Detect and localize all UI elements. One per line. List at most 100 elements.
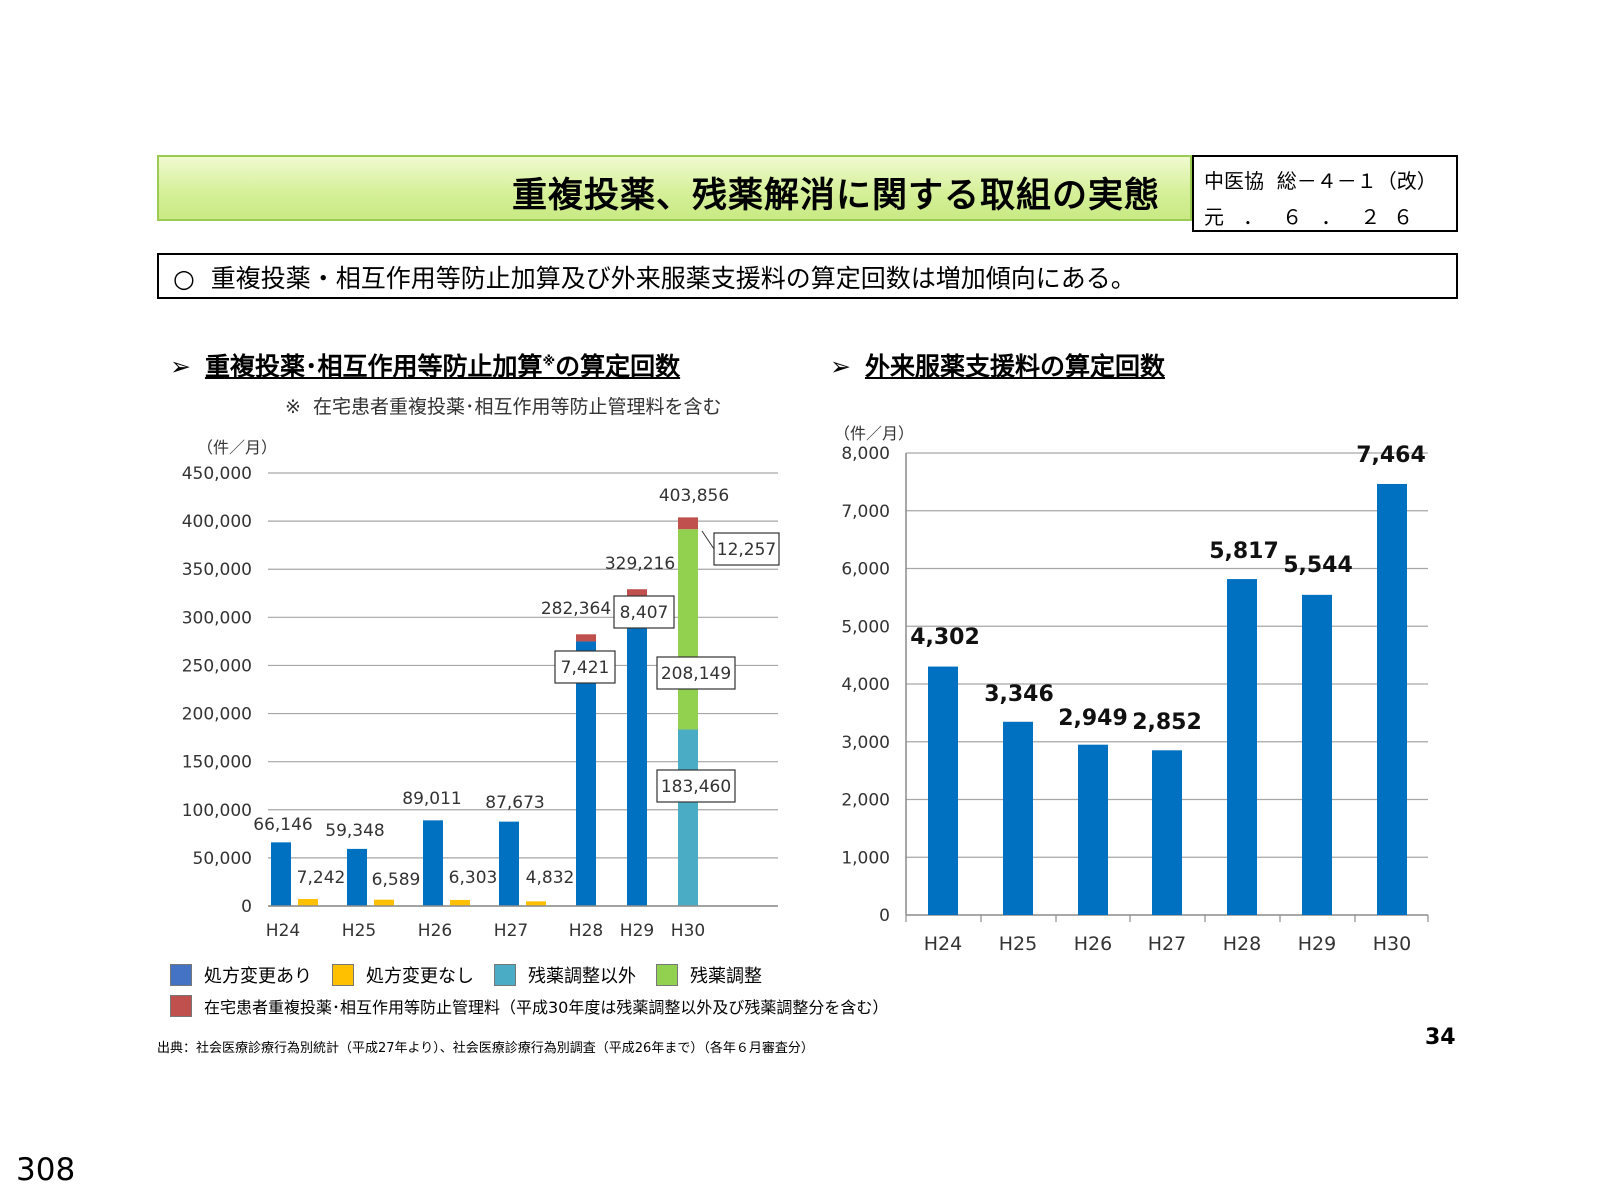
callout-box bbox=[554, 650, 616, 684]
legend-label: 処方変更なし bbox=[366, 966, 474, 987]
data-label: 5,544 bbox=[1283, 553, 1353, 578]
y-tick-label: 200,000 bbox=[182, 705, 252, 725]
y-tick-label: 8,000 bbox=[841, 444, 890, 464]
bar-prescription-unchanged bbox=[298, 899, 318, 906]
y-axis-unit-label: （件／月） bbox=[197, 438, 277, 457]
arrow-right-icon: ➢ bbox=[170, 352, 191, 381]
bar-home-patient-fee bbox=[678, 517, 698, 530]
x-tick-label: H29 bbox=[1298, 933, 1336, 955]
y-tick-label: 3,000 bbox=[841, 733, 890, 753]
legend-label: 残薬調整 bbox=[690, 966, 762, 987]
y-tick-label: 7,000 bbox=[841, 502, 890, 522]
y-tick-label: 50,000 bbox=[193, 849, 252, 869]
legend-item: 残薬調整以外 bbox=[494, 962, 636, 988]
legend-label: 在宅患者重複投薬･相互作用等防止管理料（平成30年度は残薬調整以外及び残薬調整分… bbox=[204, 998, 889, 1017]
x-tick-label: H27 bbox=[1148, 933, 1186, 955]
bar-prescription-changed bbox=[423, 820, 443, 906]
left-heading-mark: ※ bbox=[542, 354, 556, 370]
bar-home-patient-fee bbox=[627, 589, 647, 598]
bar-prescription-changed bbox=[499, 821, 519, 906]
bar-not-leftover-adjust bbox=[678, 729, 698, 906]
y-axis-unit-label: （件／月） bbox=[834, 424, 914, 443]
bar-outpatient-support bbox=[928, 666, 958, 915]
data-label: 2,852 bbox=[1132, 710, 1202, 735]
bar-prescription-unchanged bbox=[526, 901, 546, 906]
left-heading-text: 重複投薬･相互作用等防止加算 bbox=[204, 352, 543, 381]
data-label: 4,302 bbox=[910, 625, 980, 650]
source-note: 出典：社会医療診療行為別統計（平成27年より）、社会医療診療行為別調査（平成26… bbox=[157, 1041, 814, 1056]
meeting-id-line1: 中医協 総－４－１（改） bbox=[1204, 169, 1437, 193]
data-label: 89,011 bbox=[402, 789, 461, 809]
y-tick-label: 100,000 bbox=[182, 801, 252, 821]
total-label: 403,856 bbox=[659, 486, 729, 506]
right-chart-heading: ➢ 外来服薬支援料の算定回数 bbox=[830, 347, 1165, 383]
legend-item: 残薬調整 bbox=[656, 962, 762, 988]
bar-outpatient-support bbox=[1003, 721, 1033, 915]
data-label: 6,303 bbox=[449, 868, 498, 888]
callout-box bbox=[656, 656, 736, 690]
y-tick-label: 300,000 bbox=[182, 608, 252, 628]
x-tick-label: H28 bbox=[1223, 933, 1261, 955]
bar-prescription-changed bbox=[271, 842, 291, 906]
y-tick-label: 150,000 bbox=[182, 753, 252, 773]
total-label: 329,216 bbox=[605, 554, 675, 574]
bar-outpatient-support bbox=[1302, 594, 1332, 915]
y-tick-label: 2,000 bbox=[841, 791, 890, 811]
x-tick-label: H24 bbox=[266, 921, 300, 941]
x-tick-label: H25 bbox=[999, 933, 1037, 955]
bar-prescription-changed bbox=[347, 848, 367, 906]
bar-prescription-unchanged bbox=[374, 899, 394, 906]
legend-item: 処方変更あり bbox=[170, 962, 312, 988]
data-label: 66,146 bbox=[253, 815, 312, 835]
legend-swatch bbox=[332, 964, 354, 986]
title-band: 重複投薬、残薬解消に関する取組の実態 bbox=[157, 155, 1192, 221]
left-chart-note: ※ 在宅患者重複投薬･相互作用等防止管理料を含む bbox=[285, 396, 722, 418]
y-tick-label: 5,000 bbox=[841, 617, 890, 637]
data-label: 7,242 bbox=[297, 868, 346, 888]
callout-leader bbox=[701, 530, 715, 550]
x-tick-label: H30 bbox=[1373, 933, 1411, 955]
legend-swatch bbox=[656, 964, 678, 986]
x-tick-label: H29 bbox=[620, 921, 654, 941]
callout-label: 12,257 bbox=[717, 540, 776, 560]
data-label: 59,348 bbox=[325, 821, 384, 841]
x-tick-label: H30 bbox=[671, 921, 705, 941]
bar-outpatient-support bbox=[1227, 579, 1257, 915]
callout-label: 183,460 bbox=[661, 777, 731, 797]
y-tick-label: 0 bbox=[241, 897, 252, 917]
data-label: 7,464 bbox=[1356, 443, 1426, 468]
summary-box: ○ 重複投薬・相互作用等防止加算及び外来服薬支援料の算定回数は増加傾向にある。 bbox=[157, 253, 1458, 299]
callout-label: 8,407 bbox=[620, 603, 669, 623]
meeting-id-box: 中医協 総－４－１（改） 元 ． ６ ． ２ ６ bbox=[1192, 155, 1458, 232]
legend-label: 残薬調整以外 bbox=[528, 966, 636, 987]
bar-outpatient-support bbox=[1377, 483, 1407, 915]
legend-item: 処方変更なし bbox=[332, 962, 474, 988]
y-tick-label: 6,000 bbox=[841, 560, 890, 580]
arrow-right-icon: ➢ bbox=[830, 352, 851, 381]
meeting-id-line2: 元 ． ６ ． ２ ６ bbox=[1204, 205, 1414, 229]
y-tick-label: 0 bbox=[879, 906, 890, 926]
legend-swatch bbox=[494, 964, 516, 986]
total-label: 282,364 bbox=[541, 599, 611, 619]
left-heading-tail: の算定回数 bbox=[555, 352, 681, 381]
y-tick-label: 450,000 bbox=[182, 464, 252, 484]
page-title: 重複投薬、残薬解消に関する取組の実態 bbox=[511, 176, 1160, 216]
bar-outpatient-support bbox=[1078, 744, 1108, 915]
data-label: 3,346 bbox=[984, 682, 1054, 707]
callout-box bbox=[656, 769, 736, 803]
x-tick-label: H28 bbox=[569, 921, 603, 941]
callout-box bbox=[713, 532, 780, 566]
data-label: 2,949 bbox=[1058, 706, 1128, 731]
callout-label: 7,421 bbox=[561, 658, 610, 678]
right-heading-text: 外来服薬支援料の算定回数 bbox=[864, 352, 1165, 381]
y-tick-label: 350,000 bbox=[182, 560, 252, 580]
x-tick-label: H26 bbox=[418, 921, 452, 941]
callout-box bbox=[613, 595, 675, 629]
bar-prescription-changed bbox=[576, 641, 596, 906]
data-label: 4,832 bbox=[526, 868, 575, 888]
page-number: 34 bbox=[1425, 1025, 1456, 1050]
y-tick-label: 400,000 bbox=[182, 512, 252, 532]
x-tick-label: H27 bbox=[494, 921, 528, 941]
legend-item: 在宅患者重複投薬･相互作用等防止管理料（平成30年度は残薬調整以外及び残薬調整分… bbox=[170, 994, 888, 1018]
